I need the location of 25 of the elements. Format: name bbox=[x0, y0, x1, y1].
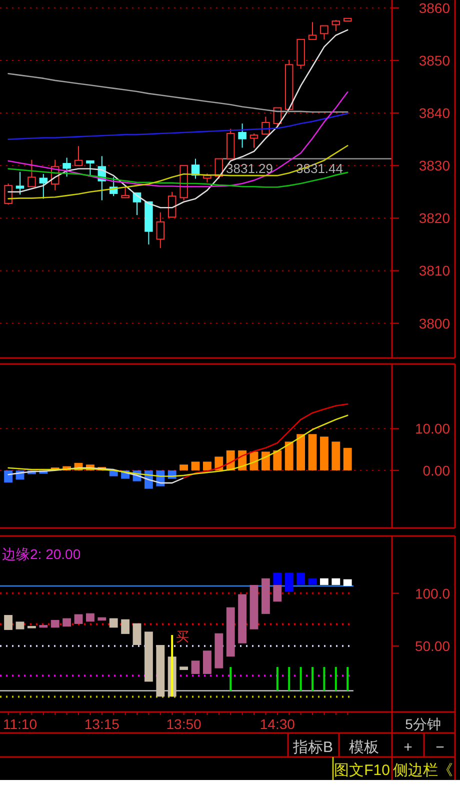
y-tick-label: 100.0 bbox=[414, 585, 450, 602]
y-tick-label: 3850 bbox=[418, 52, 450, 68]
y-tick-label: 0.00 bbox=[422, 462, 450, 478]
text: 边缘2: 20.00 bbox=[2, 546, 81, 562]
text: 5分钟 bbox=[405, 716, 441, 732]
annotation: 3831.29 bbox=[226, 160, 273, 176]
y-tick-label: 10.00 bbox=[414, 420, 450, 437]
annotation: 买 bbox=[176, 629, 189, 644]
x-tick-label: 11:10 bbox=[3, 716, 38, 732]
text: + bbox=[404, 739, 413, 756]
y-tick-label: 3810 bbox=[418, 262, 450, 279]
x-tick-label: 13:15 bbox=[84, 716, 120, 732]
y-tick-label: 3860 bbox=[418, 0, 450, 16]
text: 模板 bbox=[349, 739, 379, 756]
text: − bbox=[436, 739, 445, 756]
x-tick-label: 14:30 bbox=[260, 716, 296, 732]
text: 侧边栏《 bbox=[393, 762, 453, 779]
y-tick-label: 50.00 bbox=[414, 638, 450, 654]
y-tick-label: 3800 bbox=[418, 315, 450, 332]
x-tick-label: 13:50 bbox=[166, 716, 202, 732]
text: 指标B bbox=[292, 739, 334, 756]
y-tick-label: 3840 bbox=[418, 105, 450, 122]
y-tick-label: 3820 bbox=[418, 210, 450, 226]
y-tick-label: 3830 bbox=[418, 158, 450, 174]
text: 图文F10 bbox=[334, 762, 390, 779]
